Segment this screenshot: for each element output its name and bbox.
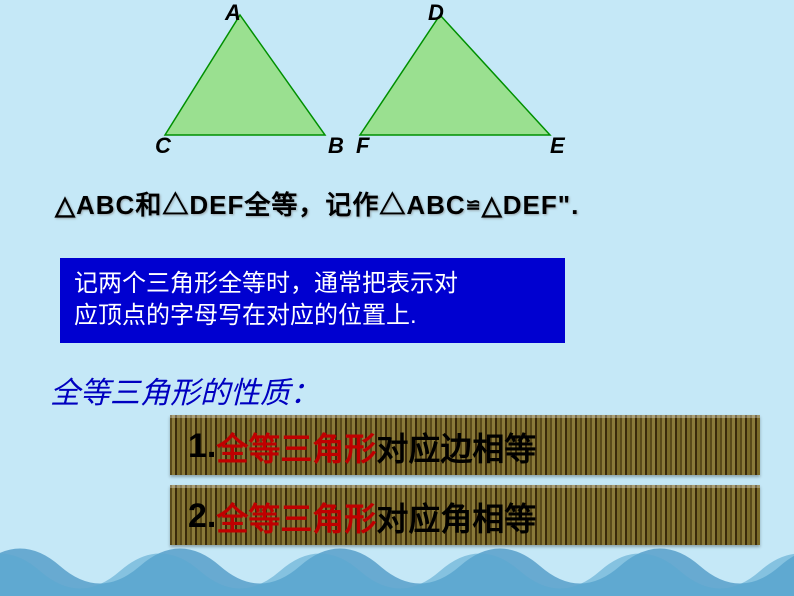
prop1-black: 对应边相等 bbox=[376, 424, 536, 470]
label-d: D bbox=[428, 0, 444, 26]
triangles-figure: A B C D E F bbox=[150, 5, 600, 165]
prop2-num: 2. bbox=[188, 497, 216, 536]
property-1-box: 1. 全等三角形 对应边相等 bbox=[170, 415, 760, 475]
congruence-statement: △ABC和△DEF全等，记作△ABC≌△DEF". bbox=[55, 185, 579, 222]
triangle-def bbox=[360, 15, 550, 135]
label-b: B bbox=[328, 133, 344, 159]
label-c: C bbox=[155, 133, 171, 159]
label-a: A bbox=[225, 0, 241, 26]
prop1-red: 全等三角形 bbox=[216, 424, 376, 470]
statement-part1: △ABC和△DEF全等，记作△ABC bbox=[55, 190, 466, 220]
congruent-symbol: ≌ bbox=[466, 195, 482, 216]
prop2-black: 对应角相等 bbox=[376, 494, 536, 540]
note-line2: 应顶点的字母写在对应的位置上. bbox=[74, 300, 551, 332]
prop1-num: 1. bbox=[188, 427, 216, 466]
property-2-box: 2. 全等三角形 对应角相等 bbox=[170, 485, 760, 545]
triangle-abc bbox=[165, 15, 325, 135]
statement-part2: △DEF". bbox=[482, 190, 580, 220]
note-line1: 记两个三角形全等时，通常把表示对 bbox=[74, 268, 551, 300]
properties-title: 全等三角形的性质： bbox=[50, 368, 320, 412]
prop2-red: 全等三角形 bbox=[216, 494, 376, 540]
label-e: E bbox=[550, 133, 565, 159]
label-f: F bbox=[356, 133, 369, 159]
triangles-svg bbox=[150, 5, 570, 145]
notation-note-box: 记两个三角形全等时，通常把表示对 应顶点的字母写在对应的位置上. bbox=[60, 258, 565, 343]
